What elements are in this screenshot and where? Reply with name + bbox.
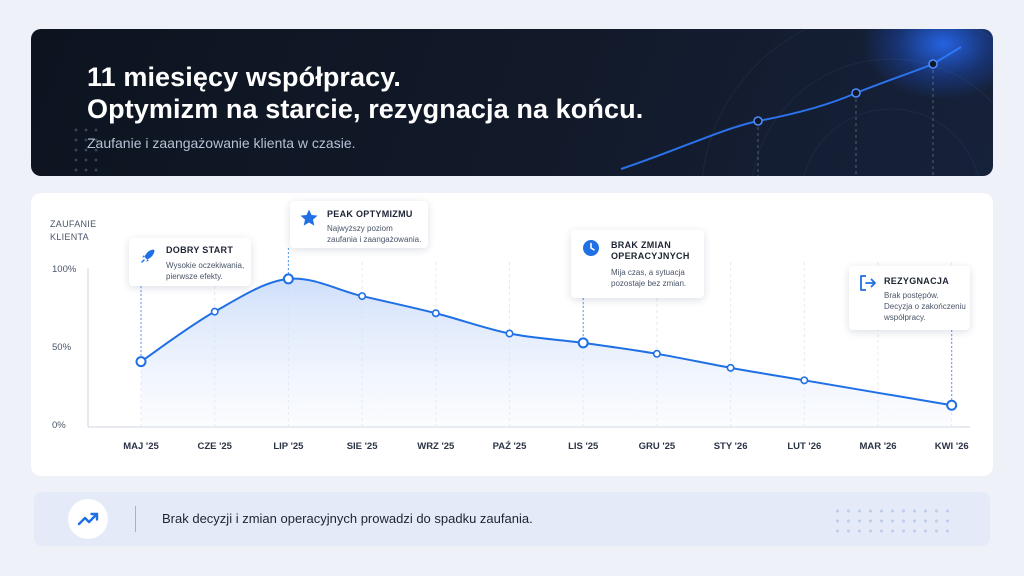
data-point — [800, 376, 809, 385]
title-line-1: 11 miesięcy współpracy. — [87, 62, 401, 92]
callout-resign-desc-line-3: współpracy. — [884, 313, 926, 322]
callout-peak: PEAK OPTYMIZMU Najwyższy poziom zaufania… — [290, 201, 428, 248]
callout-resign-desc-line-2: Decyzja o zakończeniu — [884, 302, 966, 311]
callout-start-desc: Wysokie oczekiwania, pierwsze efekty. — [166, 260, 244, 282]
x-tick-label: PAŹ '25 — [493, 441, 527, 452]
x-tick-label: GRU '25 — [639, 441, 676, 452]
callout-no-change-desc-line-1: Mija czas, a sytuacja — [611, 268, 685, 277]
data-point — [135, 356, 147, 368]
x-tick-label: CZE '25 — [197, 441, 232, 452]
callout-start-title: DOBRY START — [166, 245, 234, 255]
data-point — [946, 399, 958, 411]
data-point — [652, 349, 661, 358]
page-subtitle: Zaufanie i zaangażowanie klienta w czasi… — [87, 135, 356, 151]
callout-resign-desc: Brak postępów. Decyzja o zakończeniu wsp… — [884, 290, 966, 323]
callout-no-change-desc: Mija czas, a sytuacja pozostaje bez zmia… — [611, 267, 686, 289]
callout-peak-title: PEAK OPTYMIZMU — [327, 209, 413, 219]
callout-no-change-desc-line-2: pozostaje bez zmian. — [611, 279, 687, 288]
x-tick-label: MAR '26 — [859, 441, 896, 452]
footer-separator — [135, 506, 136, 532]
x-tick-label: MAJ '25 — [123, 441, 159, 452]
data-point — [726, 363, 735, 372]
callout-start-desc-line-1: Wysokie oczekiwania, — [166, 261, 245, 270]
callout-start-desc-line-2: pierwsze efekty. — [166, 272, 223, 281]
x-tick-label: LIP '25 — [273, 441, 304, 452]
exit-icon — [860, 275, 876, 291]
x-tick-label: WRZ '25 — [417, 441, 455, 452]
footer-text: Brak decyzji i zmian operacyjnych prowad… — [162, 511, 533, 526]
callout-resign: REZYGNACJA Brak postępów. Decyzja o zako… — [849, 266, 970, 330]
y-tick-label: 50% — [52, 342, 72, 353]
page-title: 11 miesięcy współpracy. Optymizm na star… — [87, 61, 643, 125]
data-point — [505, 329, 514, 338]
data-point — [431, 309, 440, 318]
footer-icon-badge — [68, 499, 108, 539]
x-tick-label: LIS '25 — [568, 441, 599, 452]
footer-dots-decoration — [832, 506, 956, 536]
header-banner: 11 miesięcy współpracy. Optymizm na star… — [31, 29, 993, 176]
callout-resign-desc-line-1: Brak postępów. — [884, 291, 939, 300]
data-point — [210, 307, 219, 316]
y-tick-label: 0% — [52, 420, 66, 431]
header-dots-decoration — [71, 125, 101, 176]
callout-start: DOBRY START Wysokie oczekiwania, pierwsz… — [129, 238, 251, 286]
data-point — [358, 292, 367, 301]
callout-no-change: BRAK ZMIAN OPERACYJNYCH Mija czas, a syt… — [571, 230, 704, 298]
title-line-2: Optymizm na starcie, rezygnacja na końcu… — [87, 94, 644, 124]
clock-icon — [583, 240, 599, 256]
callout-no-change-title-line-1: BRAK ZMIAN — [611, 240, 671, 250]
y-tick-label: 100% — [52, 264, 77, 275]
x-tick-label: STY '26 — [714, 441, 748, 452]
callout-peak-desc-line-1: Najwyższy poziom — [327, 224, 393, 233]
star-icon — [300, 209, 318, 226]
y-axis-title: ZAUFANIE KLIENTA — [50, 219, 97, 242]
callout-peak-desc: Najwyższy poziom zaufania i zaangażowani… — [327, 223, 421, 245]
data-point — [577, 337, 589, 349]
trend-up-icon — [77, 512, 99, 526]
rocket-icon — [141, 249, 155, 263]
callout-resign-title: REZYGNACJA — [884, 276, 950, 286]
x-tick-label: KWI '26 — [935, 441, 969, 452]
header-trend-decoration — [620, 29, 993, 176]
area-fill — [141, 278, 952, 427]
callout-peak-desc-line-2: zaufania i zaangażowania. — [327, 235, 422, 244]
callout-no-change-title: BRAK ZMIAN OPERACYJNYCH — [611, 240, 690, 262]
x-tick-label: SIE '25 — [347, 441, 378, 452]
footer-insight-bar: Brak decyzji i zmian operacyjnych prowad… — [34, 492, 990, 546]
callout-no-change-title-line-2: OPERACYJNYCH — [611, 251, 690, 261]
x-tick-label: LUT '26 — [787, 441, 821, 452]
data-point — [282, 273, 294, 285]
